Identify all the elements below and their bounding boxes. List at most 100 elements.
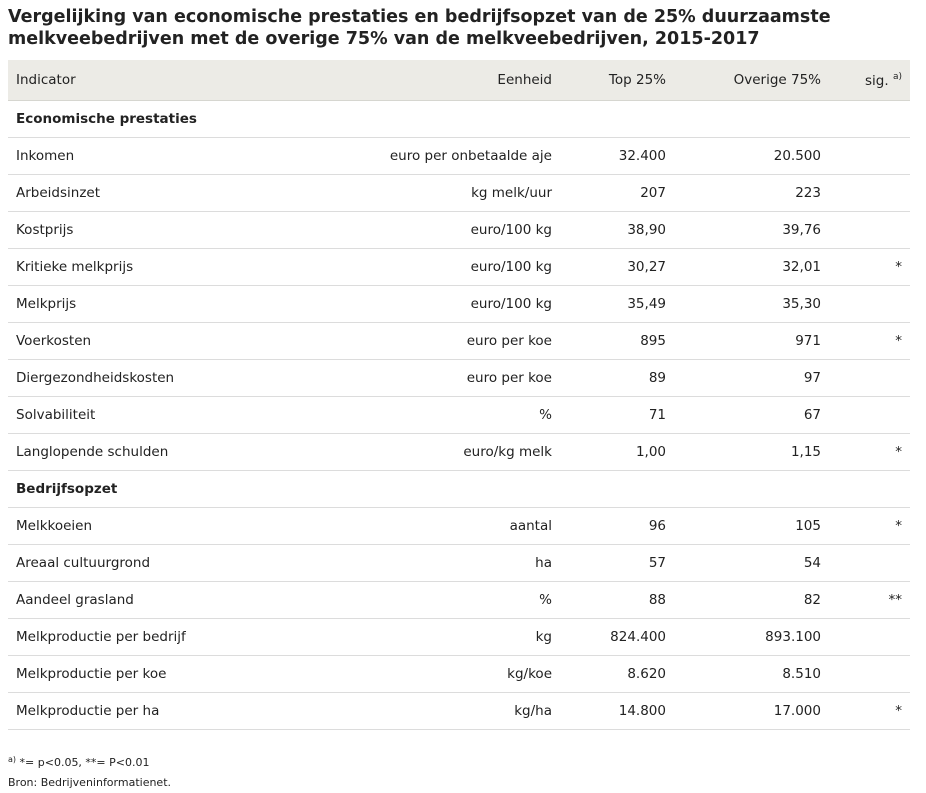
significance-note: a) *= p<0.05, **= P<0.01: [8, 750, 926, 773]
cell-indicator: Melkkoeien: [8, 507, 258, 545]
cell-top25: 38,90: [560, 211, 674, 249]
cell-top25: 57: [560, 544, 674, 582]
cell-top25: 71: [560, 396, 674, 434]
cell-unit: %: [258, 396, 560, 434]
cell-other75: 67: [674, 396, 829, 434]
cell-other75: 20.500: [674, 137, 829, 175]
footnote-text: *= p<0.05, **= P<0.01: [19, 756, 150, 769]
cell-indicator: Melkproductie per bedrijf: [8, 618, 258, 656]
section-row: Bedrijfsopzet: [8, 470, 910, 508]
cell-sig: *: [829, 507, 910, 545]
cell-top25: 35,49: [560, 285, 674, 323]
cell-top25: 88: [560, 581, 674, 619]
cell-sig: *: [829, 433, 910, 471]
table-row: Areaal cultuurgrond ha 57 54: [8, 544, 910, 582]
footnote-marker: a): [8, 755, 17, 764]
cell-indicator: Diergezondheidskosten: [8, 359, 258, 397]
table-row: Kostprijs euro/100 kg 38,90 39,76: [8, 211, 910, 249]
cell-sig: [829, 285, 910, 323]
cell-top25: 32.400: [560, 137, 674, 175]
header-sig-footnote-ref: a): [892, 71, 902, 82]
cell-unit: euro per koe: [258, 322, 560, 360]
cell-sig: [829, 655, 910, 693]
cell-other75: 32,01: [674, 248, 829, 286]
cell-other75: 105: [674, 507, 829, 545]
cell-unit: kg/ha: [258, 692, 560, 730]
cell-other75: 971: [674, 322, 829, 360]
cell-top25: 1,00: [560, 433, 674, 471]
cell-unit: kg: [258, 618, 560, 656]
table-row: Aandeel grasland% 88 82 **: [8, 581, 910, 619]
table-row: Voerkosten euro per koe 895 971 *: [8, 322, 910, 360]
cell-indicator: Areaal cultuurgrond: [8, 544, 258, 582]
cell-indicator: Langlopende schulden: [8, 433, 258, 471]
cell-unit: euro per onbetaalde aje: [258, 137, 560, 175]
cell-sig: *: [829, 692, 910, 730]
header-sig-label: sig.: [865, 72, 889, 89]
cell-indicator: Inkomen: [8, 137, 258, 175]
table-row: Melkproductie per koe kg/koe 8.620 8.510: [8, 655, 910, 693]
table-header: Indicator Eenheid Top 25% Overige 75% si…: [8, 60, 910, 101]
cell-indicator: Arbeidsinzet: [8, 174, 258, 212]
cell-other75: 97: [674, 359, 829, 397]
cell-indicator: Aandeel grasland: [8, 581, 258, 619]
cell-other75: 893.100: [674, 618, 829, 656]
cell-sig: [829, 618, 910, 656]
cell-top25: 30,27: [560, 248, 674, 286]
cell-indicator: Voerkosten: [8, 322, 258, 360]
cell-sig: [829, 137, 910, 175]
cell-unit: euro/100 kg: [258, 248, 560, 286]
cell-top25: 207: [560, 174, 674, 212]
table-row: Solvabiliteit% 71 67: [8, 396, 910, 434]
cell-other75: 82: [674, 581, 829, 619]
table-row: Inkomen euro per onbetaalde aje 32.400 20.5…: [8, 137, 910, 175]
section-title: Economische prestaties: [8, 100, 910, 138]
table-row: Diergezondheidskosten euro per koe 89 97: [8, 359, 910, 397]
section-row: Economische prestaties: [8, 100, 910, 138]
cell-indicator: Melkproductie per koe: [8, 655, 258, 693]
cell-unit: %: [258, 581, 560, 619]
table-row: Langlopende schulden euro/kg melk 1,00 1,15…: [8, 433, 910, 471]
cell-unit: euro per koe: [258, 359, 560, 397]
cell-unit: euro/100 kg: [258, 211, 560, 249]
cell-unit: euro/100 kg: [258, 285, 560, 323]
footnotes: a) *= p<0.05, **= P<0.01 Bron: Bedrijven…: [8, 750, 926, 793]
cell-other75: 39,76: [674, 211, 829, 249]
header-row: Indicator Eenheid Top 25% Overige 75% si…: [8, 60, 910, 101]
cell-indicator: Kostprijs: [8, 211, 258, 249]
cell-top25: 8.620: [560, 655, 674, 693]
table-row: Kritieke melkprijs euro/100 kg 30,27 32,01 *: [8, 248, 910, 286]
cell-sig: [829, 211, 910, 249]
cell-unit: kg melk/uur: [258, 174, 560, 212]
table-row: Melkprijs euro/100 kg 35,49 35,30: [8, 285, 910, 323]
cell-other75: 8.510: [674, 655, 829, 693]
cell-indicator: Kritieke melkprijs: [8, 248, 258, 286]
cell-other75: 223: [674, 174, 829, 212]
table-row: Melkproductie per bedrijf kg 824.400 893.10…: [8, 618, 910, 656]
cell-indicator: Solvabiliteit: [8, 396, 258, 434]
cell-unit: aantal: [258, 507, 560, 545]
header-unit: Eenheid: [258, 60, 560, 101]
header-other75: Overige 75%: [674, 60, 829, 101]
cell-top25: 14.800: [560, 692, 674, 730]
table-row: Arbeidsinzet kg melk/uur 207 223: [8, 174, 910, 212]
section-title: Bedrijfsopzet: [8, 470, 910, 508]
cell-sig: [829, 396, 910, 434]
cell-other75: 54: [674, 544, 829, 582]
table-title: Vergelijking van economische prestaties …: [8, 7, 831, 49]
cell-sig: [829, 174, 910, 212]
cell-sig: *: [829, 248, 910, 286]
cell-sig: **: [829, 581, 910, 619]
cell-top25: 96: [560, 507, 674, 545]
comparison-table: Indicator Eenheid Top 25% Overige 75% si…: [8, 60, 910, 730]
cell-other75: 17.000: [674, 692, 829, 730]
table-row: Melkkoeien aantal 96 105 *: [8, 507, 910, 545]
cell-sig: *: [829, 322, 910, 360]
header-indicator: Indicator: [8, 60, 258, 101]
cell-other75: 1,15: [674, 433, 829, 471]
cell-sig: [829, 544, 910, 582]
cell-indicator: Melkprijs: [8, 285, 258, 323]
source-note: Bron: Bedrijveninformatienet.: [8, 776, 172, 789]
cell-top25: 824.400: [560, 618, 674, 656]
